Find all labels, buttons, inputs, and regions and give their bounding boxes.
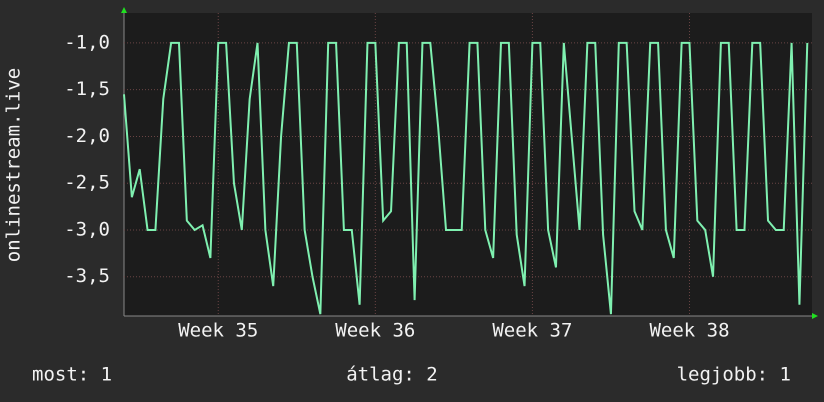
x-tick-label: Week 35 <box>178 320 258 342</box>
stat-now: most: 1 <box>32 364 112 386</box>
y-tick-label: -1,0 <box>64 31 110 53</box>
y-arrow <box>121 7 127 13</box>
x-tick-label: Week 37 <box>492 320 572 342</box>
line <box>123 41 809 315</box>
y-axis-label: onlinestream.live <box>3 68 25 262</box>
y-tick-label: -2,5 <box>64 172 110 194</box>
x-arrow <box>812 313 818 319</box>
y-tick-label: -1,5 <box>64 78 110 100</box>
y-tick-label: -3,0 <box>64 218 110 240</box>
stat-best: legjobb: 1 <box>677 364 791 386</box>
stat-average: átlag: 2 <box>346 364 438 386</box>
y-tick-label: -3,5 <box>64 265 110 287</box>
x-tick-label: Week 38 <box>649 320 729 342</box>
y-tick-label: -2,0 <box>64 125 110 147</box>
x-tick-label: Week 36 <box>335 320 415 342</box>
